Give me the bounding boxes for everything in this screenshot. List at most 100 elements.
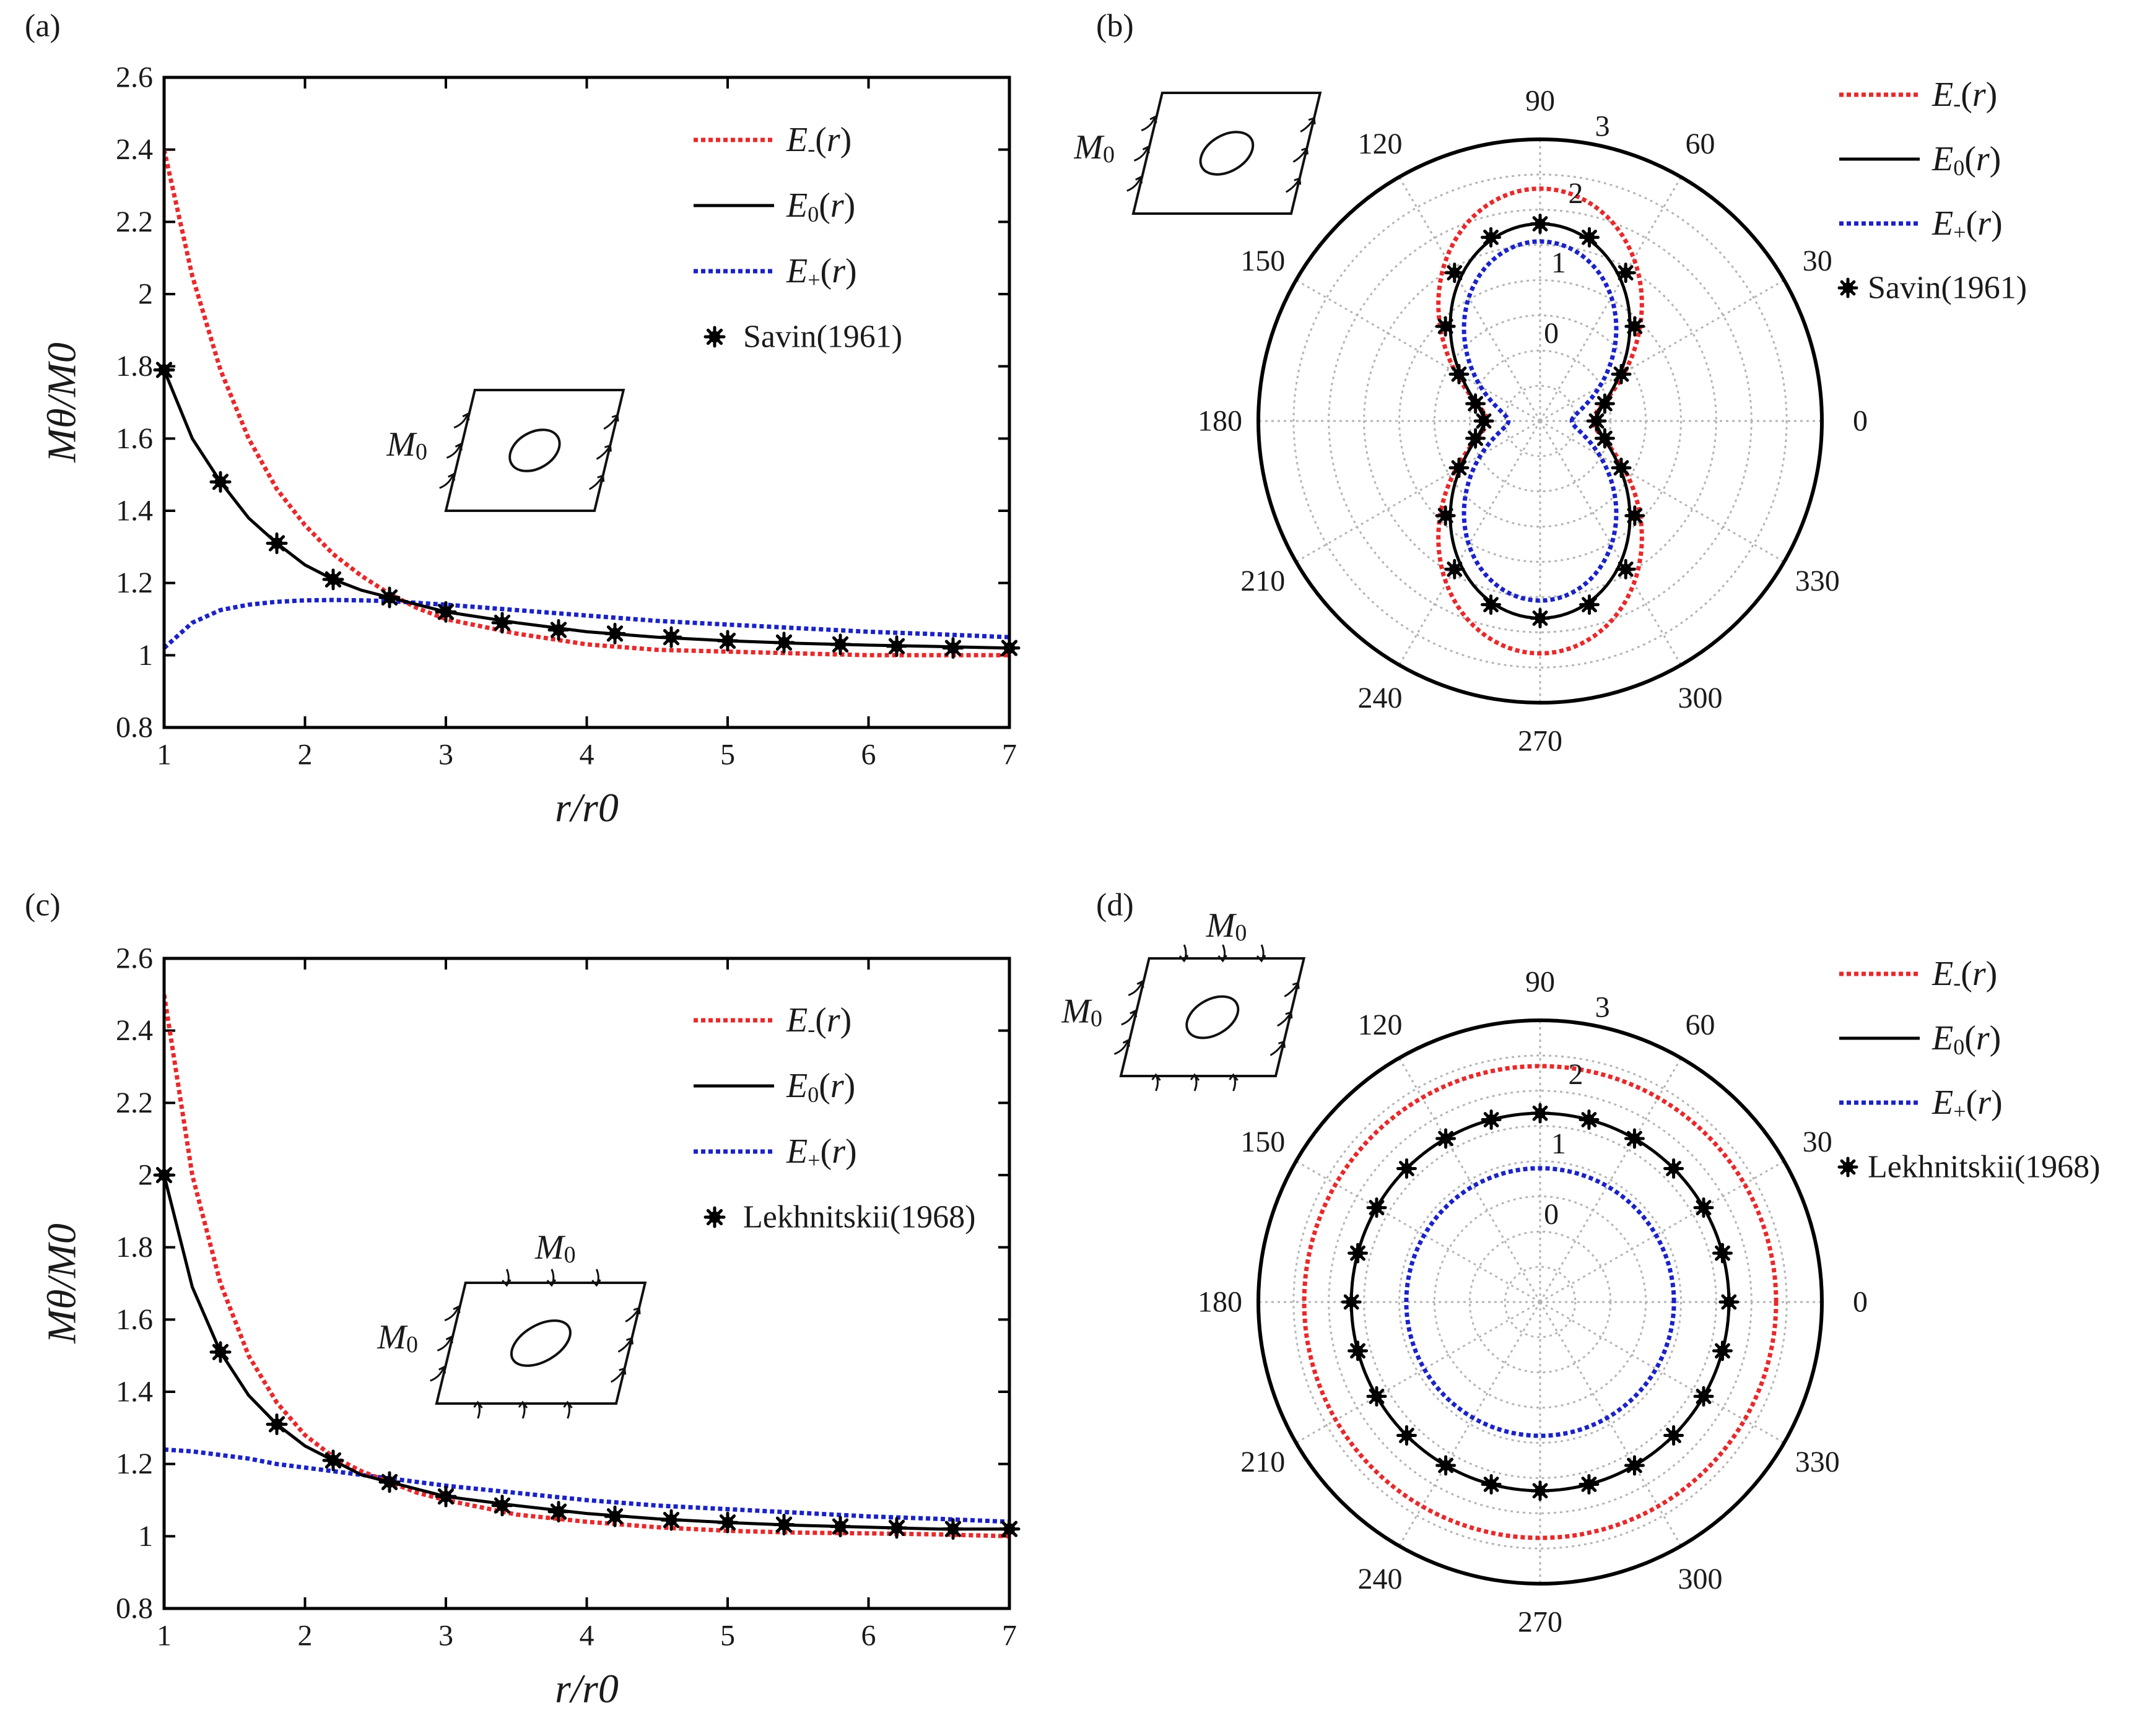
legend-entry-E_minus: E-(r) [1839,76,1997,116]
radial-tick-label: 0 [1544,317,1559,350]
data-marker [1712,1340,1733,1361]
data-marker [1579,1109,1600,1131]
marker-arm [1483,229,1499,245]
panel-label: (d) [1096,888,1134,923]
marker-arm [437,604,455,620]
hole-ellipse [508,428,561,472]
inset-moment-label: M0 [1073,128,1115,168]
y-tick-label: 2.2 [116,1087,153,1119]
legend-label: E0(r) [1931,1019,2001,1059]
marker-arm [550,1503,567,1520]
moment-arrow [1121,1009,1138,1026]
marker-arm [719,632,736,649]
marker-arm [381,1473,398,1490]
x-tick-label: 6 [861,1620,876,1652]
angle-tick-label: 90 [1525,966,1555,999]
data-marker [1396,1425,1417,1446]
legend-subscript: 0 [808,202,819,227]
legend-entry-E_minus: E-(r) [1839,955,1997,995]
data-marker [1465,393,1486,414]
angle-tick-label: 270 [1518,725,1562,758]
panel-d: (d)01230306090120150180210240270300330E-… [1061,888,2100,1639]
legend-label: E-(r) [1931,76,1997,116]
moment-arrow [1270,1040,1286,1056]
marker-arm [606,625,624,642]
inset-moment-symbol: M [1206,906,1237,945]
marker-arm [1437,318,1453,334]
data-marker [1481,1109,1502,1131]
data-marker [1481,227,1502,248]
moment-arrow [625,1306,641,1323]
marker-arm [1618,561,1634,577]
series-line-E_zero [164,369,1009,650]
x-tick-label: 7 [1002,1620,1017,1652]
hole-ellipse [1185,995,1240,1039]
moment-arrow [437,1335,453,1352]
legend-entry-E_minus: E-(r) [694,1001,851,1041]
angle-tick-label: 60 [1686,128,1715,160]
y-tick-label: 1.2 [116,566,153,599]
inset-moment-symbol: M [386,425,417,464]
marker-arm [606,1508,624,1525]
legend-subscript: + [1953,1099,1966,1124]
legend-argument: r [1976,1019,1990,1057]
data-marker [322,568,344,591]
marker-arm [1627,318,1643,334]
moment-arrow [1217,944,1227,963]
y-tick-label: 2.4 [116,1014,153,1047]
data-marker [1444,558,1465,579]
marker-arm [1438,1131,1453,1147]
plate-outline [435,1282,647,1405]
moment-arrow [1229,1073,1239,1092]
x-tick-label: 1 [157,1620,172,1652]
marker-arm [212,474,229,490]
data-marker [1594,428,1615,449]
legend-paren: ) [1986,76,1998,114]
legend-reference: Lekhnitskii(1968) [743,1200,976,1235]
legend-argument: r [1972,955,1986,993]
angle-tick-label: 180 [1198,1286,1242,1319]
inset-moment-label-top: M0 [1206,906,1247,946]
data-marker [435,1485,457,1508]
y-tick-label: 2.4 [116,133,153,166]
marker-arm [1532,610,1548,626]
legend-reference: Savin(1961) [1868,271,2027,306]
marker-arm [1447,265,1463,281]
legend-reference: Lekhnitskii(1968) [1868,1150,2101,1185]
marker-arm [1715,1245,1730,1261]
data-marker [886,1517,908,1539]
inset-moment-label: M0 [377,1318,418,1358]
legend-subscript: 0 [808,1082,819,1107]
data-marker [604,1505,626,1527]
radial-grid-circle [1398,279,1682,563]
marker-arm [944,1521,962,1537]
legend-subscript: 0 [1953,1035,1964,1059]
y-tick-label: 1.4 [116,1376,153,1408]
data-marker [1624,316,1645,337]
legend-subscript: + [808,267,820,292]
legend-paren: ( [815,121,827,159]
moment-arrow [1292,147,1309,163]
x-tick-label: 3 [438,739,453,771]
moment-arrow [546,1269,557,1287]
legend-subscript: + [808,1148,820,1173]
marker-arm [775,1516,793,1533]
y-tick-label: 1.6 [116,1303,153,1336]
data-marker [1594,393,1615,414]
data-marker [1444,263,1465,284]
marker-arm [1581,1477,1597,1492]
legend-argument: r [832,252,845,290]
marker-arm [1532,1483,1548,1499]
legend-symbol: E [786,1001,808,1039]
data-marker [266,532,288,554]
legend-symbol: E [1931,1083,1953,1122]
marker-arm [1438,1457,1453,1473]
plate-outline [444,389,625,512]
series-curve-E_plus [1461,239,1619,603]
radial-grid-circle [1398,1160,1682,1444]
legend-reference: Savin(1961) [743,319,902,355]
marker-arm [1581,1112,1597,1127]
moment-arrow [610,1367,627,1383]
moment-arrow [1284,981,1300,997]
